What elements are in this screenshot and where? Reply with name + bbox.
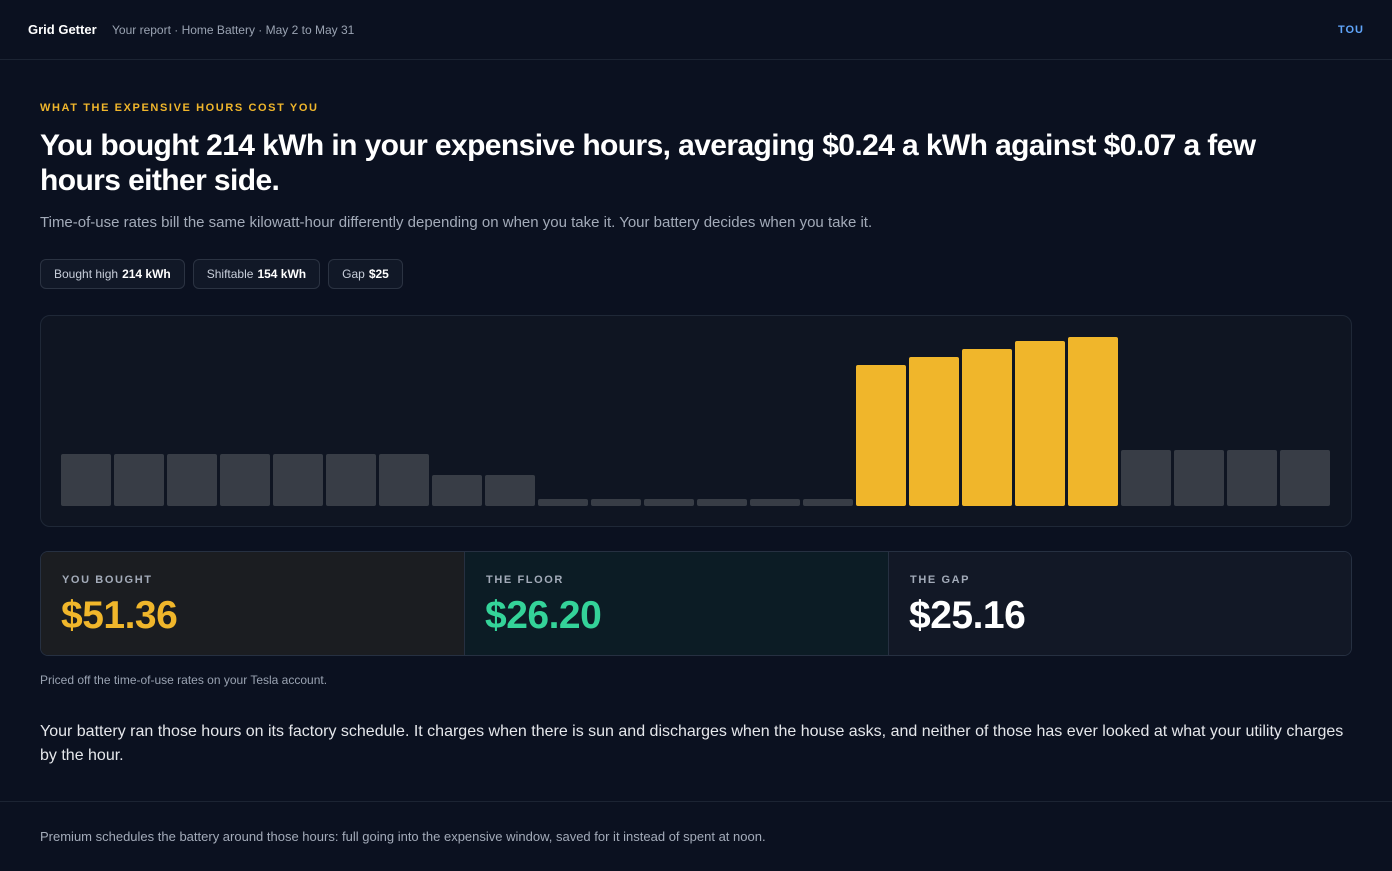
pill-label: Gap: [342, 267, 365, 281]
stat-you-bought: YOU BOUGHT $51.36: [41, 552, 465, 655]
pill-label: Bought high: [54, 267, 119, 281]
peak-hour-bar-19: [1015, 341, 1065, 506]
hour-bar-9: [485, 475, 535, 506]
hour-bar-2: [114, 454, 164, 506]
pill-label: Shiftable: [206, 267, 254, 281]
pricing-footnote: Priced off the time-of-use rates on your…: [40, 673, 328, 687]
hour-bar-12: [644, 499, 694, 506]
hourly-usage-chart: [40, 315, 1352, 527]
stat-value: $25.16: [909, 594, 1026, 637]
tou-badge[interactable]: TOU: [1337, 24, 1364, 36]
stat-the-gap: THE GAP $25.16: [889, 552, 1351, 655]
stat-value: $26.20: [485, 594, 602, 637]
cost-stats: YOU BOUGHT $51.36 THE FLOOR $26.20 THE G…: [40, 551, 1352, 656]
page-subtitle: Time-of-use rates bill the same kilowatt…: [40, 214, 873, 231]
hour-bar-4: [220, 454, 270, 506]
pill-bought-high: Bought high 214 kWh: [40, 259, 185, 289]
hour-bar-1: [61, 454, 111, 506]
page-headline: You bought 214 kWh in your expensive hou…: [40, 129, 1256, 197]
brand-name: Grid Getter: [28, 22, 97, 37]
hour-bar-14: [750, 499, 800, 506]
hour-bar-11: [591, 499, 641, 506]
hour-bar-7: [379, 454, 429, 506]
stat-label: THE GAP: [910, 574, 971, 586]
pill-shiftable: Shiftable 154 kWh: [192, 259, 321, 289]
stat-label: YOU BOUGHT: [62, 574, 153, 586]
summary-pills: Bought high 214 kWh Shiftable 154 kWh Ga…: [40, 259, 403, 289]
top-bar: Grid Getter Your report · Home Battery ·…: [0, 0, 1392, 60]
hour-bar-24: [1280, 450, 1330, 506]
bar-chart-svg: [61, 337, 1330, 506]
premium-note: Premium schedules the battery around tho…: [40, 829, 766, 844]
peak-hour-bar-18: [962, 349, 1012, 506]
stat-the-floor: THE FLOOR $26.20: [465, 552, 889, 655]
section-eyebrow: WHAT THE EXPENSIVE HOURS COST YOU: [40, 102, 319, 114]
hour-bar-10: [538, 499, 588, 506]
hour-bar-15: [803, 499, 853, 506]
explanation-paragraph: Your battery ran those hours on its fact…: [40, 723, 1344, 764]
hour-bar-21: [1121, 450, 1171, 506]
stat-label: THE FLOOR: [486, 574, 564, 586]
pill-gap: Gap $25: [328, 259, 403, 289]
peak-hour-bar-20: [1068, 337, 1118, 506]
peak-hour-bar-16: [856, 365, 906, 506]
hour-bar-3: [167, 454, 217, 506]
hour-bar-5: [273, 454, 323, 506]
breadcrumb: Your report · Home Battery · May 2 to Ma…: [112, 23, 355, 37]
pill-value: 154 kWh: [257, 267, 307, 281]
hour-bar-8: [432, 475, 482, 506]
hour-bar-22: [1174, 450, 1224, 506]
pill-value: $25: [368, 267, 389, 281]
pill-value: 214 kWh: [122, 267, 171, 281]
divider: [0, 801, 1392, 802]
hour-bar-6: [326, 454, 376, 506]
hour-bar-23: [1227, 450, 1277, 506]
hour-bar-13: [697, 499, 747, 506]
stat-value: $51.36: [61, 594, 178, 637]
peak-hour-bar-17: [909, 357, 959, 506]
